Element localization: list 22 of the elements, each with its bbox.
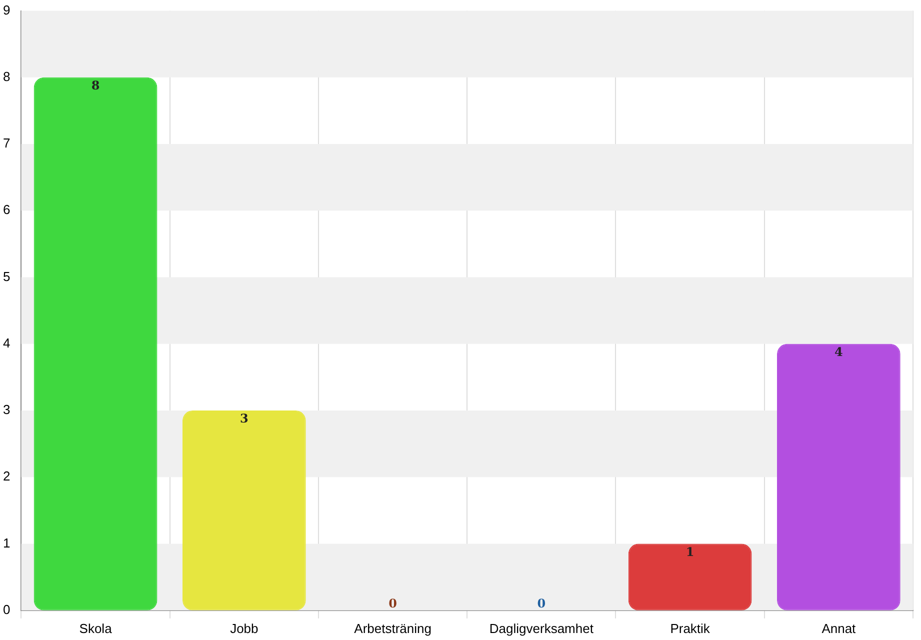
- data-label: 3: [240, 412, 248, 426]
- data-label: 0: [537, 596, 546, 611]
- x-tick-label: Annat: [822, 620, 856, 636]
- y-tick-label: 5: [2, 268, 10, 284]
- data-label: 1: [686, 544, 694, 559]
- y-tick-label: 1: [2, 535, 10, 550]
- y-tick-label: 3: [2, 402, 10, 418]
- y-tick-label: 6: [2, 202, 10, 218]
- data-label: 4: [834, 345, 843, 360]
- y-tick-label: 2: [2, 468, 10, 484]
- y-tick-label: 7: [2, 136, 10, 151]
- x-tick-label: Skola: [79, 620, 113, 636]
- y-tick-label: 4: [2, 335, 10, 350]
- y-tick-label: 0: [2, 602, 10, 617]
- x-tick-label: Praktik: [670, 620, 710, 636]
- y-tick-label: 9: [2, 2, 10, 18]
- y-tick-label: 8: [2, 69, 10, 84]
- x-tick-label: Jobb: [230, 620, 258, 636]
- data-label: 0: [388, 596, 397, 611]
- x-tick-label: Dagligverksamhet: [489, 620, 594, 636]
- data-label: 8: [91, 78, 100, 93]
- x-tick-label: Arbetsträning: [354, 620, 432, 636]
